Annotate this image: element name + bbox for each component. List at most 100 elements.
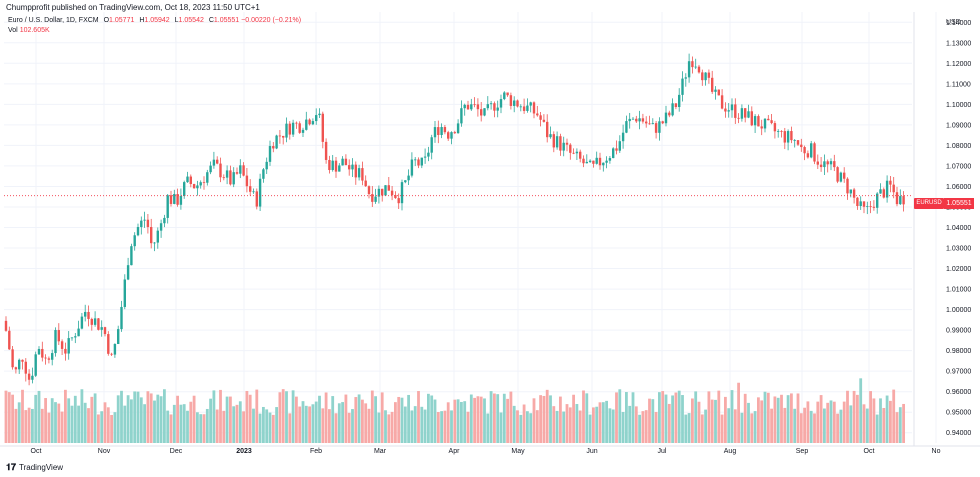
candle-body <box>84 311 87 317</box>
volume-bar <box>578 410 582 443</box>
symbol-price-tag: EURUSD <box>914 198 944 209</box>
footer-brand[interactable]: 𝟏𝟕 TradingView <box>6 462 63 473</box>
y-tick-label: 1.08000 <box>946 143 971 150</box>
volume-bar <box>601 402 605 443</box>
y-tick-label: 1.07000 <box>946 163 971 170</box>
volume-bar <box>826 402 830 443</box>
volume-bar <box>262 406 265 443</box>
candle-body <box>354 164 357 178</box>
candle-body <box>648 123 651 125</box>
candle-body <box>625 121 628 133</box>
candle-body <box>480 109 483 116</box>
volume-bar <box>390 411 394 443</box>
candle-body <box>21 359 24 362</box>
candle-body <box>740 108 744 119</box>
volume-bar <box>314 401 318 443</box>
y-tick-label: 0.98000 <box>946 348 971 355</box>
candle-body <box>282 135 285 138</box>
candle-body <box>813 143 816 162</box>
candle-body <box>156 230 159 243</box>
candle-body <box>324 141 328 160</box>
volume-bar <box>766 392 770 443</box>
candle-body <box>242 165 245 176</box>
volume-bar <box>110 414 113 443</box>
x-tick-label: Oct <box>864 448 875 455</box>
x-tick-label: Dec <box>170 448 183 455</box>
candle-body <box>291 122 295 135</box>
volume-bar <box>123 405 127 443</box>
volume-bar <box>103 402 107 443</box>
candle-body <box>235 172 239 174</box>
volume-bar <box>750 413 754 443</box>
candle-body <box>760 126 763 129</box>
volume-bar <box>331 396 335 443</box>
candle-body <box>790 131 793 141</box>
volume-bar <box>469 394 473 443</box>
candle-body <box>549 134 552 138</box>
x-tick-label: Sep <box>796 448 809 455</box>
volume-bar <box>502 393 506 443</box>
candle-body <box>334 160 338 172</box>
symbol-title[interactable]: Euro / U.S. Dollar, 1D, FXCM <box>8 17 99 24</box>
candle-body <box>638 118 641 122</box>
candle-body <box>120 306 123 330</box>
volume-bar <box>186 410 189 443</box>
volume-bar <box>687 413 691 443</box>
candle-body <box>57 330 60 342</box>
volume-bar <box>7 392 11 443</box>
volume-bar <box>433 399 437 443</box>
currency-label[interactable]: USD <box>946 19 961 26</box>
candle-body <box>664 112 668 124</box>
candle-body <box>833 161 836 168</box>
volume-bar <box>222 410 226 443</box>
candle-body <box>579 151 582 159</box>
candle-body <box>866 206 869 208</box>
volume-bar <box>288 413 292 443</box>
volume-bar <box>786 395 790 443</box>
candle-body <box>724 108 727 112</box>
volume-bar <box>199 414 203 443</box>
volume-bar <box>229 396 232 443</box>
volume-bar <box>621 411 625 443</box>
candle-body <box>150 227 153 244</box>
volume-bar <box>684 414 688 443</box>
candle-body <box>767 118 770 121</box>
vol-label[interactable]: Vol <box>8 27 18 34</box>
candle-body <box>130 246 133 266</box>
volume-bar <box>252 408 255 443</box>
volume-bar <box>400 397 404 443</box>
y-tick-label: 1.10000 <box>946 102 971 109</box>
candle-body <box>770 120 773 124</box>
candle-body <box>219 163 222 178</box>
volume-bar <box>453 399 457 443</box>
candle-body <box>793 140 796 141</box>
candle-body <box>661 121 664 124</box>
volume-bar <box>337 403 341 443</box>
volume-bar <box>743 393 747 443</box>
open-value: 1.05771 <box>109 17 135 24</box>
candle-body <box>532 102 536 114</box>
candle-body <box>275 135 278 149</box>
vol-value: 102.605K <box>19 27 50 34</box>
volume-bar <box>271 414 275 443</box>
candle-body <box>889 180 892 185</box>
volume-bar <box>60 411 64 443</box>
volume-bar <box>417 391 420 443</box>
volume-bar <box>707 391 711 443</box>
candle-body <box>621 132 625 142</box>
volume-bar <box>806 401 810 443</box>
candle-body <box>202 182 206 184</box>
candle-body <box>753 116 757 126</box>
y-tick-label: 1.13000 <box>946 40 971 47</box>
volume-bar <box>651 399 655 443</box>
volume-bar <box>354 397 358 443</box>
volume-bar <box>106 407 110 443</box>
candle-body <box>433 127 437 138</box>
y-tick-label: 1.03000 <box>946 246 971 253</box>
candle-body <box>265 161 268 170</box>
candle-body <box>410 159 414 176</box>
candle-body <box>605 160 608 163</box>
candle-body <box>278 135 282 137</box>
candle-body <box>628 118 631 122</box>
